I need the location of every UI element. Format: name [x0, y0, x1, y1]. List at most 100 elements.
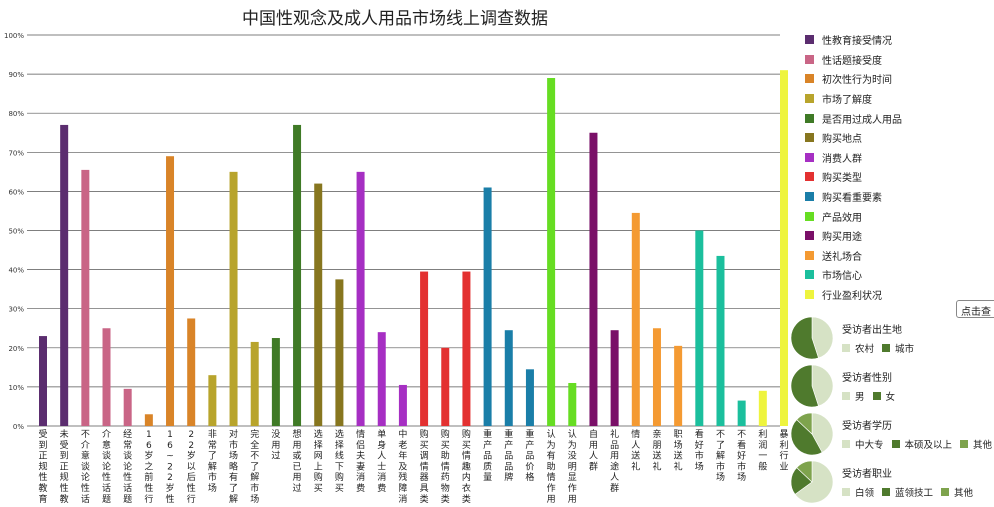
legend-label: 是否用过成人用品: [822, 114, 902, 126]
x-tick-label: 自用人群: [589, 428, 598, 472]
pie-legend-item[interactable]: 城市: [882, 341, 914, 355]
legend-item[interactable]: 性教育接受情况: [805, 30, 975, 50]
x-tick-label: 重产品价格: [525, 428, 534, 483]
legend-item[interactable]: 市场了解度: [805, 89, 975, 109]
pie-legend-item[interactable]: 其他: [941, 485, 973, 499]
y-tick-label: 70%: [8, 149, 24, 157]
legend-label: 市场了解度: [822, 95, 872, 107]
pie-chart: [790, 412, 834, 456]
legend-label: 市场信心: [822, 271, 862, 283]
x-tick-label: 2 2 岁以后性行: [187, 430, 196, 505]
legend-item[interactable]: 购买看重要素: [805, 187, 975, 207]
pie-legend-item[interactable]: 男: [842, 389, 865, 403]
legend-swatch: [805, 35, 814, 45]
x-tick-label: 选择线下购买: [335, 428, 344, 494]
legend-item[interactable]: 送礼场合: [805, 246, 975, 266]
x-tick-label: 情侣夫妻消费: [356, 428, 365, 494]
pie-slice: [796, 460, 813, 483]
bar: [695, 230, 704, 426]
x-tick-label: 受到正规性教育: [38, 428, 47, 505]
y-tick-label: 100%: [4, 32, 24, 40]
bar: [737, 400, 746, 426]
legend-swatch: [805, 74, 814, 84]
pie-legend-item[interactable]: 蓝领技工: [882, 485, 933, 499]
pie-block: 受访者学历 中大专 本硕及以上 其他: [790, 411, 994, 459]
pie-legend: 中大专 本硕及以上 其他: [842, 437, 992, 451]
x-tick-label: 未受到正规性教: [60, 428, 69, 505]
pie-charts: 受访者出生地 农村 城市 受访者性别男女受访者学历 中大专 本硕及以上 其他 受访者职业 白领蓝…: [790, 315, 994, 507]
x-tick-label: 完全不了解市场: [250, 428, 259, 505]
pie-title: 受访者职业: [842, 469, 892, 480]
pie-chart: [790, 316, 834, 360]
legend-swatch: [805, 172, 814, 182]
bar: [271, 338, 280, 426]
y-tick-label: 50%: [8, 228, 24, 236]
x-tick-label: 不介意谈论性话: [81, 429, 90, 505]
x-tick-label: 非常了解市场: [208, 428, 217, 494]
pie-legend-label: 蓝领技工: [895, 488, 934, 499]
legend-item[interactable]: 是否用过成人用品: [805, 108, 975, 128]
legend-item[interactable]: 初次性行为时间: [805, 69, 975, 89]
y-tick-label: 20%: [8, 345, 24, 353]
y-tick-label: 90%: [8, 71, 24, 79]
pie-title: 受访者出生地: [842, 325, 902, 336]
pie-legend-item[interactable]: 女: [872, 389, 895, 403]
legend-label: 性话题接受度: [822, 55, 882, 67]
bar: [652, 328, 661, 426]
legend-item[interactable]: 消费人群: [805, 148, 975, 168]
pie-legend: 男女: [842, 389, 895, 403]
y-tick-label: 0%: [13, 423, 24, 431]
x-tick-label: 单身人士消费: [377, 428, 386, 494]
pie-slice: [790, 316, 819, 360]
y-tick-label: 60%: [8, 188, 24, 196]
pie-legend-item[interactable]: 其他: [960, 437, 992, 451]
pie-block: 受访者性别男女: [790, 363, 994, 411]
pie-legend-label: 中大专: [855, 440, 884, 451]
x-tick-label: 购买助情药物类: [441, 428, 450, 505]
x-tick-label: 重产品品牌: [504, 428, 513, 483]
pie-legend-item[interactable]: 白领: [842, 485, 874, 499]
legend-label: 行业盈利状况: [822, 291, 882, 303]
pie-block: 受访者职业白领 蓝领技工 其他: [790, 459, 994, 507]
bar: [674, 345, 683, 426]
legend-swatch: [805, 192, 814, 202]
legend-item[interactable]: 性话题接受度: [805, 50, 975, 70]
chart-title: 中国性观念及成人用品市场线上调查数据: [242, 9, 548, 29]
x-tick-label: 情人送礼: [631, 428, 640, 472]
pie-legend-item[interactable]: 本硕及以上: [891, 437, 952, 451]
bar: [631, 212, 640, 426]
legend-swatch: [805, 133, 814, 143]
x-tick-label: 职场送礼: [674, 429, 683, 472]
legend-item[interactable]: 市场信心: [805, 265, 975, 285]
x-tick-label: 重产品质量: [483, 428, 492, 483]
legend-item[interactable]: 购买地点: [805, 128, 975, 148]
bar: [208, 375, 217, 426]
legend-item[interactable]: 产品效用: [805, 206, 975, 226]
y-tick-label: 40%: [8, 267, 24, 275]
bar: [547, 78, 556, 426]
legend-item[interactable]: 行业盈利状况: [805, 285, 975, 305]
legend-swatch: [805, 290, 814, 300]
pie-legend-item[interactable]: 中大专: [842, 437, 884, 451]
bar: [610, 330, 619, 426]
pie-legend-swatch: [882, 488, 891, 496]
bar: [441, 347, 450, 426]
x-tick-label: 介意谈论性话题: [102, 429, 111, 505]
legend-item[interactable]: 购买类型: [805, 167, 975, 187]
legend-item[interactable]: 购买用途: [805, 226, 975, 246]
bar: [483, 187, 492, 426]
pie-legend-swatch: [882, 344, 891, 352]
pie-legend-item[interactable]: 农村: [842, 341, 874, 355]
bar: [525, 369, 534, 426]
bar: [716, 255, 725, 426]
bar: [39, 336, 47, 426]
x-tick-label: 1 6 岁之前性行: [144, 430, 153, 505]
legend-label: 产品效用: [822, 212, 862, 224]
bar: [293, 124, 302, 427]
legend-swatch: [805, 54, 814, 64]
pie-block: 受访者出生地 农村 城市: [790, 315, 994, 363]
legend-label: 性教育接受情况: [822, 36, 892, 48]
legend-label: 购买地点: [822, 134, 862, 146]
x-tick-label: 认为有助情作用: [547, 428, 556, 505]
x-tick-label: 中老年及残障消: [398, 428, 407, 505]
